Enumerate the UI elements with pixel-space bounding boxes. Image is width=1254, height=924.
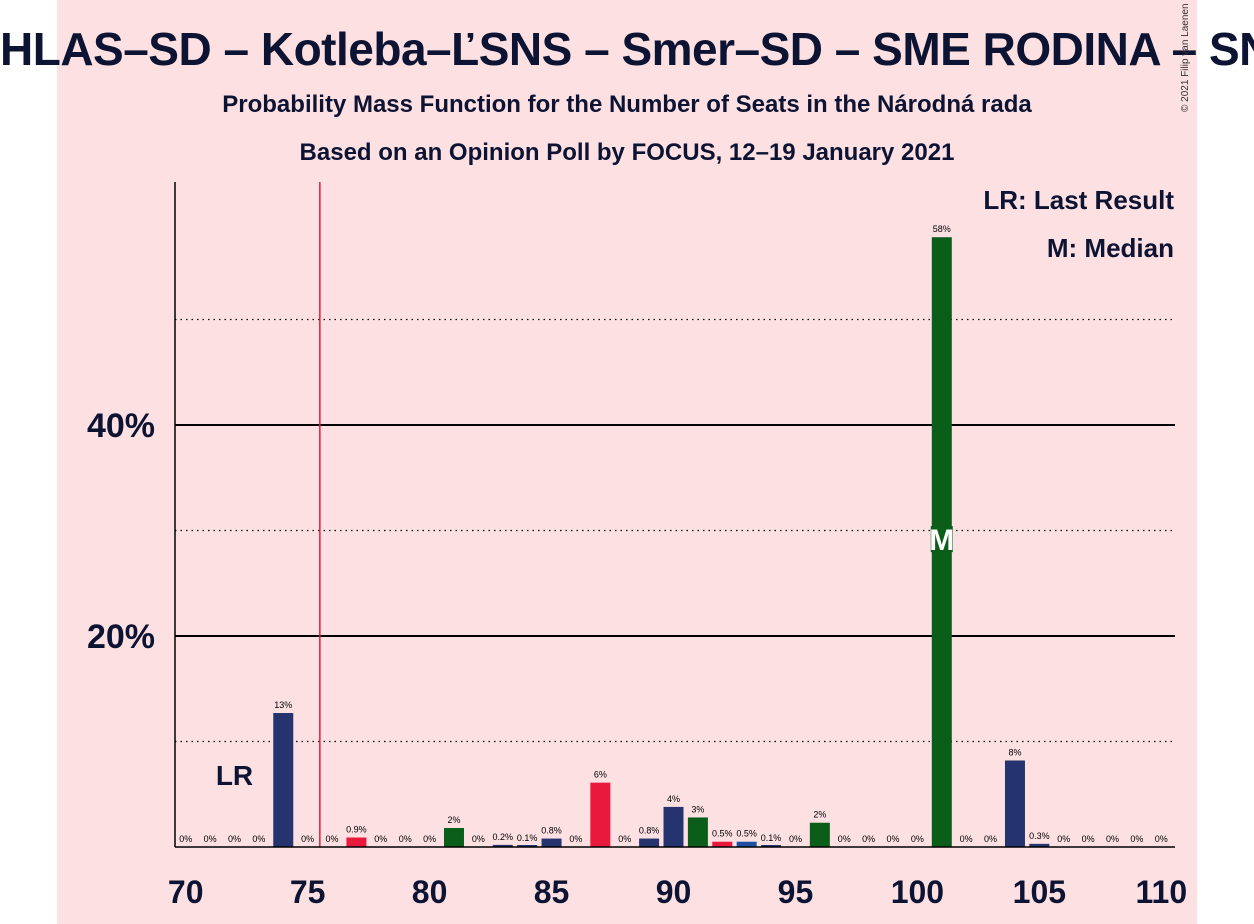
data-label-105: 0.3% [1029, 831, 1050, 841]
median-marker-bg [930, 526, 953, 553]
bar-92 [712, 841, 733, 847]
data-label-103: 0% [984, 834, 997, 844]
data-label-91: 3% [691, 804, 704, 814]
data-label-83: 0.2% [493, 832, 514, 842]
data-label-77: 0.9% [346, 825, 367, 835]
y-tick-label: 40% [87, 407, 155, 445]
x-tick-label: 105 [1013, 874, 1066, 910]
last-result-marker: LR [216, 760, 253, 791]
data-label-94: 0.1% [761, 833, 782, 843]
data-label-87: 6% [594, 770, 607, 780]
legend-last-result: LR: Last Result [983, 185, 1174, 215]
data-label-98: 0% [862, 834, 875, 844]
x-tick-label: 80 [412, 874, 448, 910]
data-label-78: 0% [374, 834, 387, 844]
bar-105 [1029, 843, 1050, 847]
data-label-71: 0% [204, 834, 217, 844]
data-label-104: 8% [1008, 747, 1021, 757]
data-label-107: 0% [1082, 834, 1095, 844]
chart-subtitle: Probability Mass Function for the Number… [222, 91, 1032, 118]
bar-91 [687, 817, 708, 847]
data-label-108: 0% [1106, 834, 1119, 844]
data-label-85: 0.8% [541, 826, 562, 836]
y-tick-label: 20% [87, 618, 155, 656]
data-label-106: 0% [1057, 834, 1070, 844]
data-label-79: 0% [399, 834, 412, 844]
chart-title: HLAS–SD – Kotleba–ĽSNS – Smer–SD – SME R… [0, 23, 1254, 75]
bar-77 [346, 837, 367, 847]
x-tick-label: 100 [891, 874, 944, 910]
x-tick-label: 95 [778, 874, 814, 910]
data-label-95: 0% [789, 834, 802, 844]
bar-89 [639, 838, 660, 847]
data-label-73: 0% [252, 834, 265, 844]
data-label-100: 0% [911, 834, 924, 844]
data-label-93: 0.5% [736, 829, 757, 839]
data-label-90: 4% [667, 794, 680, 804]
data-label-74: 13% [274, 700, 292, 710]
bar-85 [541, 838, 562, 847]
data-label-92: 0.5% [712, 829, 733, 839]
bar-87 [590, 782, 611, 847]
data-label-110: 0% [1155, 834, 1168, 844]
bar-84 [517, 845, 538, 847]
x-tick-label: 70 [168, 874, 204, 910]
data-label-99: 0% [887, 834, 900, 844]
legend-median: M: Median [1046, 233, 1174, 263]
x-tick-label: 110 [1135, 874, 1187, 910]
data-label-96: 2% [813, 810, 826, 820]
bar-74 [273, 713, 294, 847]
data-label-72: 0% [228, 834, 241, 844]
data-label-101: 58% [933, 224, 951, 234]
bar-96 [809, 822, 830, 847]
data-label-89: 0.8% [639, 826, 660, 836]
data-label-84: 0.1% [517, 833, 538, 843]
data-label-88: 0% [618, 834, 631, 844]
x-tick-label: 85 [534, 874, 570, 910]
data-label-80: 0% [423, 834, 436, 844]
data-label-86: 0% [569, 834, 582, 844]
median-marker: M [929, 524, 954, 557]
bar-90 [663, 806, 684, 847]
data-label-75: 0% [301, 834, 314, 844]
chart-subtitle-source: Based on an Opinion Poll by FOCUS, 12–19… [299, 139, 955, 166]
bar-93 [736, 841, 757, 847]
bar-94 [761, 845, 782, 847]
bar-83 [492, 844, 513, 847]
x-tick-label: 75 [290, 874, 326, 910]
data-label-109: 0% [1130, 834, 1143, 844]
bar-81 [443, 828, 464, 847]
data-label-81: 2% [447, 815, 460, 825]
data-label-70: 0% [179, 834, 192, 844]
data-label-82: 0% [472, 834, 485, 844]
data-label-97: 0% [838, 834, 851, 844]
data-label-76: 0% [326, 834, 339, 844]
data-label-102: 0% [960, 834, 973, 844]
bar-104 [1004, 760, 1025, 847]
x-tick-label: 90 [656, 874, 692, 910]
